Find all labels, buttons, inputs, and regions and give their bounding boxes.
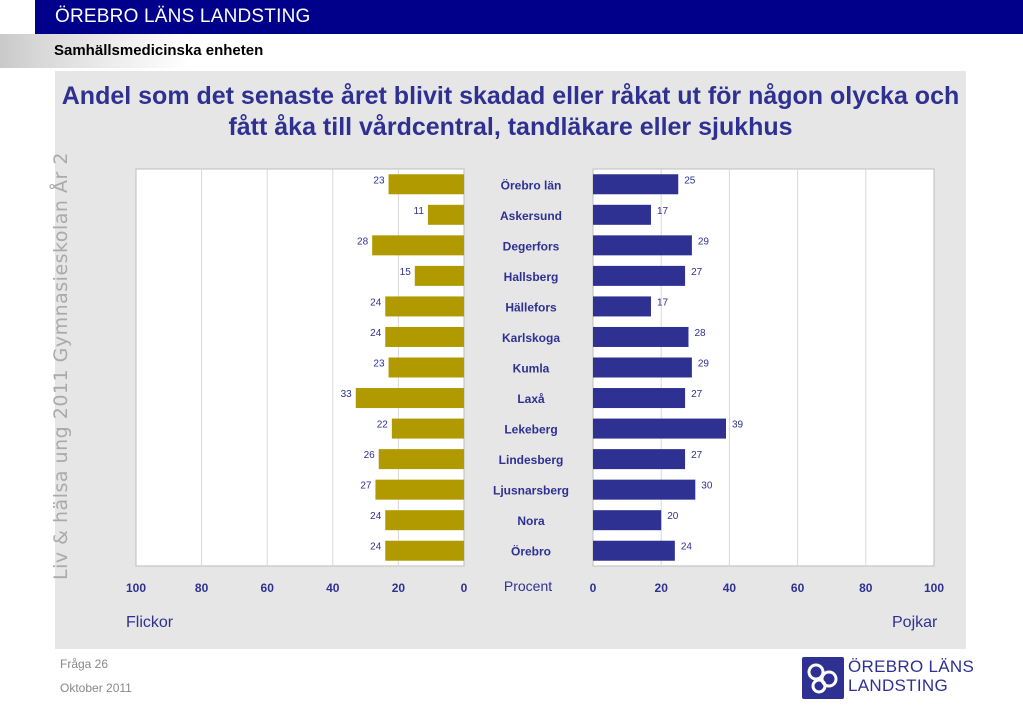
logo-line2: LANDSTING [848, 676, 948, 695]
bar-pojkar [593, 204, 651, 225]
bar-pojkar [593, 174, 679, 195]
tick-label-left: 100 [126, 581, 146, 595]
bar-flickor [385, 296, 464, 317]
bar-pojkar [593, 388, 686, 409]
bar-flickor [391, 418, 464, 439]
data-label-flickor: 23 [373, 359, 385, 370]
bar-flickor [355, 388, 464, 409]
data-label-flickor: 23 [373, 175, 385, 186]
tick-label-left: 20 [392, 581, 406, 595]
report-date: Oktober 2011 [60, 681, 132, 695]
category-label: Hällefors [505, 300, 557, 314]
data-label-flickor: 11 [414, 206, 425, 217]
category-label: Askersund [500, 209, 562, 223]
header-bar [35, 0, 1023, 34]
data-label-pojkar: 17 [657, 297, 669, 308]
logo-line1: ÖREBRO LÄNS [848, 657, 975, 676]
data-label-flickor: 22 [377, 420, 389, 431]
data-label-flickor: 15 [400, 267, 412, 278]
category-label: Örebro [511, 544, 551, 559]
data-label-pojkar: 17 [657, 206, 669, 217]
boys-label: Pojkar [892, 614, 938, 631]
org-title: ÖREBRO LÄNS LANDSTING [55, 6, 311, 27]
bar-flickor [385, 326, 464, 347]
tick-label-left: 0 [461, 581, 468, 595]
data-label-pojkar: 29 [698, 236, 710, 247]
bar-pojkar [593, 326, 689, 347]
category-label: Kumla [513, 362, 550, 376]
data-label-pojkar: 25 [684, 175, 696, 186]
data-label-flickor: 28 [357, 236, 369, 247]
category-label: Karlskoga [502, 331, 560, 345]
tick-label-left: 80 [195, 581, 209, 595]
category-label: Lekeberg [504, 423, 557, 437]
data-label-pojkar: 20 [667, 511, 679, 522]
chart-title: Andel som det senaste året blivit skadad… [61, 82, 960, 141]
tick-label-right: 40 [723, 581, 737, 595]
bar-pojkar [593, 540, 675, 561]
tick-label-left: 40 [326, 581, 340, 595]
data-label-pojkar: 29 [698, 359, 710, 370]
category-label: Nora [517, 514, 545, 528]
bar-pojkar [593, 479, 696, 500]
bar-flickor [385, 510, 464, 531]
data-label-pojkar: 27 [691, 267, 703, 278]
department-title: Samhällsmedicinska enheten [54, 42, 264, 59]
bar-pojkar [593, 265, 686, 286]
tick-label-left: 60 [261, 581, 275, 595]
bar-pojkar [593, 418, 726, 439]
bar-flickor [375, 479, 464, 500]
category-label: Degerfors [503, 239, 560, 253]
logo-text: ÖREBRO LÄNS LANDSTING [848, 657, 974, 695]
data-label-flickor: 33 [341, 389, 353, 400]
bar-flickor [388, 174, 464, 195]
bar-flickor [372, 235, 464, 256]
bar-pojkar [593, 510, 662, 531]
category-label: Örebro län [501, 177, 562, 192]
bar-flickor [388, 357, 464, 378]
data-label-pojkar: 30 [701, 481, 713, 492]
tick-label-right: 100 [924, 581, 944, 595]
data-label-flickor: 26 [364, 450, 376, 461]
data-label-flickor: 24 [370, 542, 382, 553]
subheader-bar [0, 34, 1023, 68]
bar-flickor [378, 449, 464, 470]
tick-label-right: 80 [859, 581, 873, 595]
bar-flickor [414, 265, 464, 286]
data-label-flickor: 24 [370, 297, 382, 308]
girls-label: Flickor [126, 614, 174, 631]
category-label: Lindesberg [499, 453, 564, 467]
landsting-logo-icon [802, 657, 844, 699]
data-label-pojkar: 39 [732, 420, 744, 431]
tick-label-right: 0 [590, 581, 597, 595]
data-label-pojkar: 24 [681, 542, 693, 553]
question-number: Fråga 26 [60, 657, 109, 671]
x-axis-label: Procent [504, 578, 552, 594]
bar-pojkar [593, 357, 692, 378]
bar-pojkar [593, 449, 686, 470]
data-label-pojkar: 27 [691, 389, 703, 400]
data-label-pojkar: 28 [694, 328, 706, 339]
data-label-flickor: 27 [360, 481, 372, 492]
data-label-flickor: 24 [370, 511, 382, 522]
category-label: Hallsberg [504, 270, 559, 284]
landsting-logo: ÖREBRO LÄNS LANDSTING [802, 655, 982, 703]
bar-pojkar [593, 235, 692, 256]
data-label-pojkar: 27 [691, 450, 703, 461]
bar-flickor [385, 540, 464, 561]
bar-pojkar [593, 296, 651, 317]
bar-flickor [427, 204, 464, 225]
tick-label-right: 60 [791, 581, 805, 595]
category-label: Ljusnarsberg [493, 484, 569, 498]
tick-label-right: 20 [655, 581, 669, 595]
data-label-flickor: 24 [370, 328, 382, 339]
category-label: Laxå [517, 392, 545, 406]
